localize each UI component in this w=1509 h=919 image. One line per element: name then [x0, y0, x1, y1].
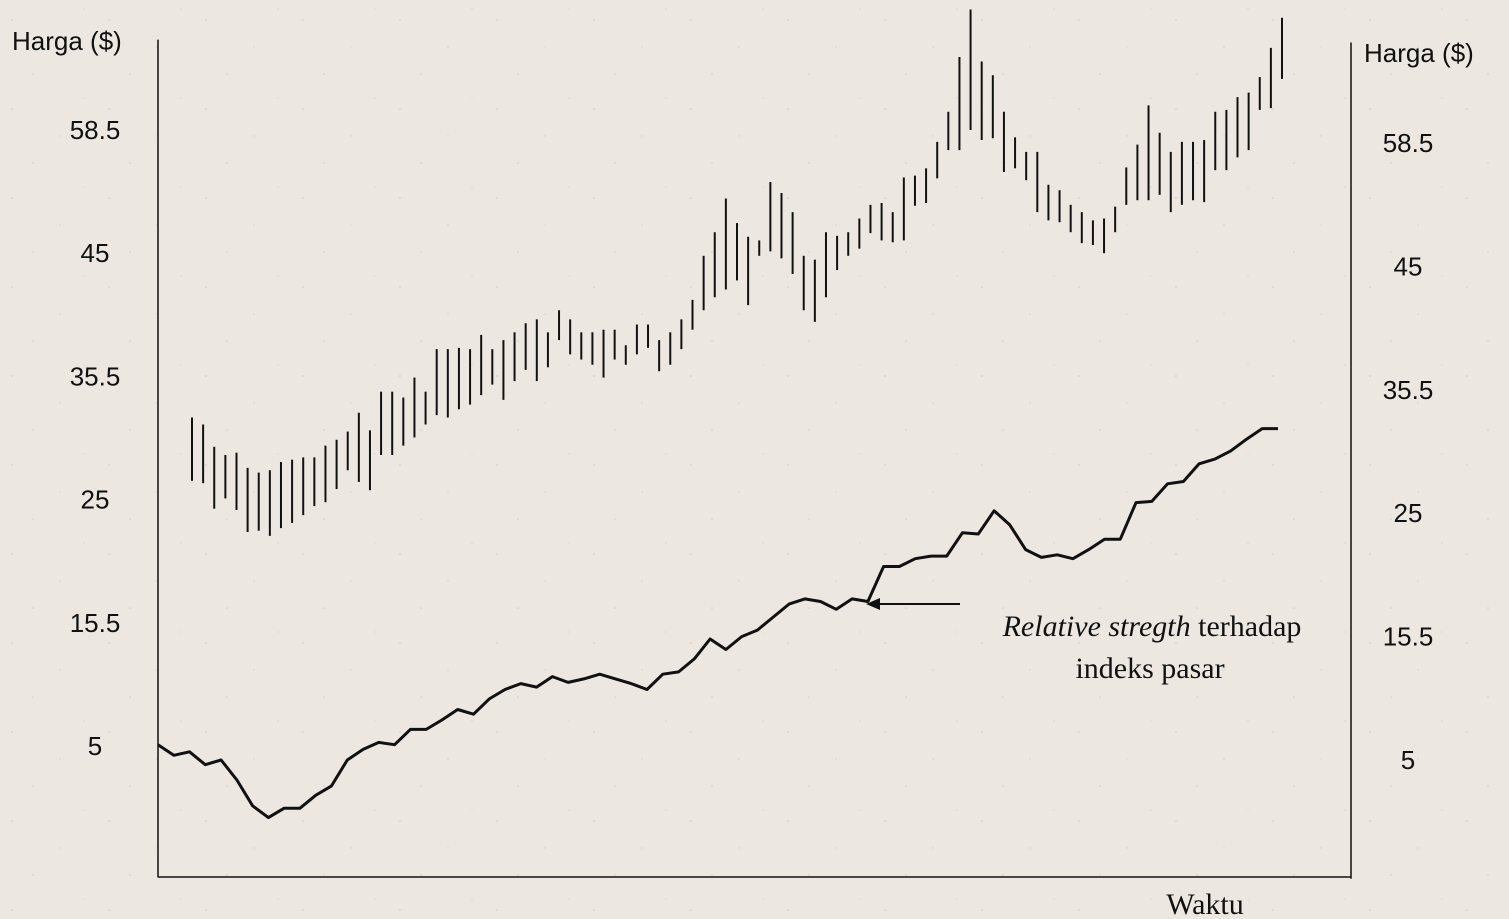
relative-strength-line: [157, 427, 1278, 820]
y2-tick-label: 45: [1394, 251, 1423, 281]
annotation-line2: indeks pasar: [1075, 652, 1224, 685]
y-axis-title: Harga ($): [12, 26, 122, 56]
y-tick-label: 35.5: [70, 361, 121, 391]
y2-tick-label: 15.5: [1383, 622, 1434, 652]
y2-tick-label: 25: [1394, 498, 1423, 528]
y2-axis-title: Harga ($): [1364, 38, 1474, 68]
y-tick-label: 58.5: [70, 115, 121, 145]
y-tick-label: 25: [81, 485, 110, 515]
y2-tick-label: 58.5: [1383, 128, 1434, 158]
annotation: Relative stregth terhadap: [1002, 610, 1302, 643]
annotation-italic: Relative stregth: [1002, 610, 1191, 643]
y-tick-label: 45: [81, 238, 110, 268]
y2-tick-label: 5: [1401, 745, 1415, 775]
annotation-text: terhadap: [1191, 610, 1302, 643]
y-tick-label: 15.5: [70, 608, 121, 638]
annotation-arrowhead: [866, 598, 880, 610]
y2-tick-label: 35.5: [1383, 375, 1434, 405]
y-tick-label: 5: [88, 731, 102, 761]
x-axis-title: Waktu: [1166, 888, 1244, 919]
